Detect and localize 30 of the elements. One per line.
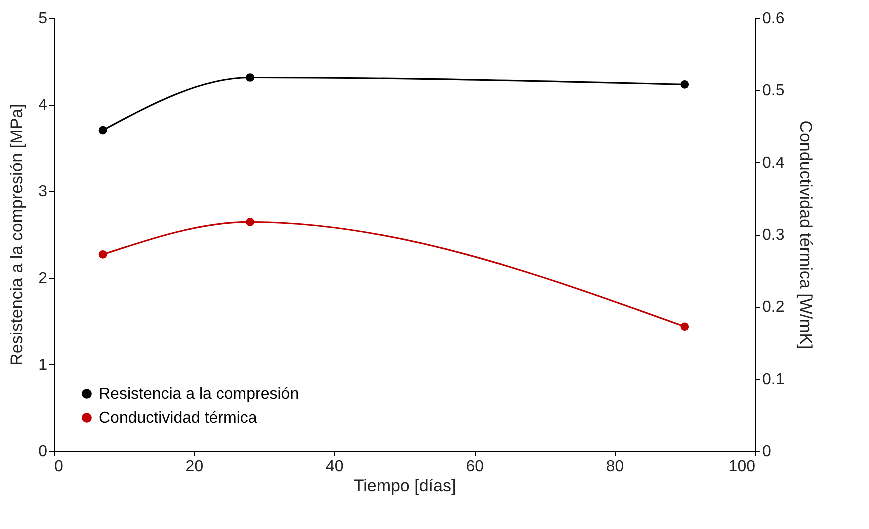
legend-label: Conductividad térmica [99, 410, 258, 427]
legend-label: Resistencia a la compresión [99, 386, 300, 403]
point [680, 322, 690, 332]
x-axis-title: Tiempo [días] [354, 476, 456, 496]
point [98, 250, 108, 259]
y-tick-label: 0 [38, 444, 48, 460]
y-tick-label: 1 [38, 356, 48, 374]
y2-axis-title: Conductividad térmica [W/mK] [796, 120, 816, 350]
y2-tick-label: 0.6 [762, 10, 785, 28]
y-tick-label: 3 [38, 184, 48, 201]
y-tick-label: 5 [38, 10, 48, 28]
y-tick-label: 4 [38, 97, 48, 114]
x-tick-label: 40 [326, 458, 344, 476]
y2-tick-label: 0.1 [762, 371, 785, 388]
x-tick-label: 60 [466, 458, 484, 476]
point [680, 80, 690, 89]
x-tick-label: 100 [728, 458, 756, 476]
y2-tick-label: 0 [762, 444, 772, 460]
y2-tick-label: 0.5 [762, 82, 785, 100]
point [246, 218, 254, 226]
y-axis-title: Resistencia a la compresión [MPa] [8, 104, 27, 366]
y2-tick-label: 0.2 [762, 299, 785, 316]
x-tick-label: 20 [186, 458, 204, 476]
y2-tick-label: 0.3 [762, 227, 785, 244]
y-tick-label: 2 [38, 270, 48, 288]
x-tick-label: 0 [54, 458, 64, 476]
point [246, 74, 254, 82]
x-tick-label: 80 [606, 458, 624, 476]
y2-tick-label: 0.4 [762, 154, 785, 172]
point [98, 126, 108, 135]
